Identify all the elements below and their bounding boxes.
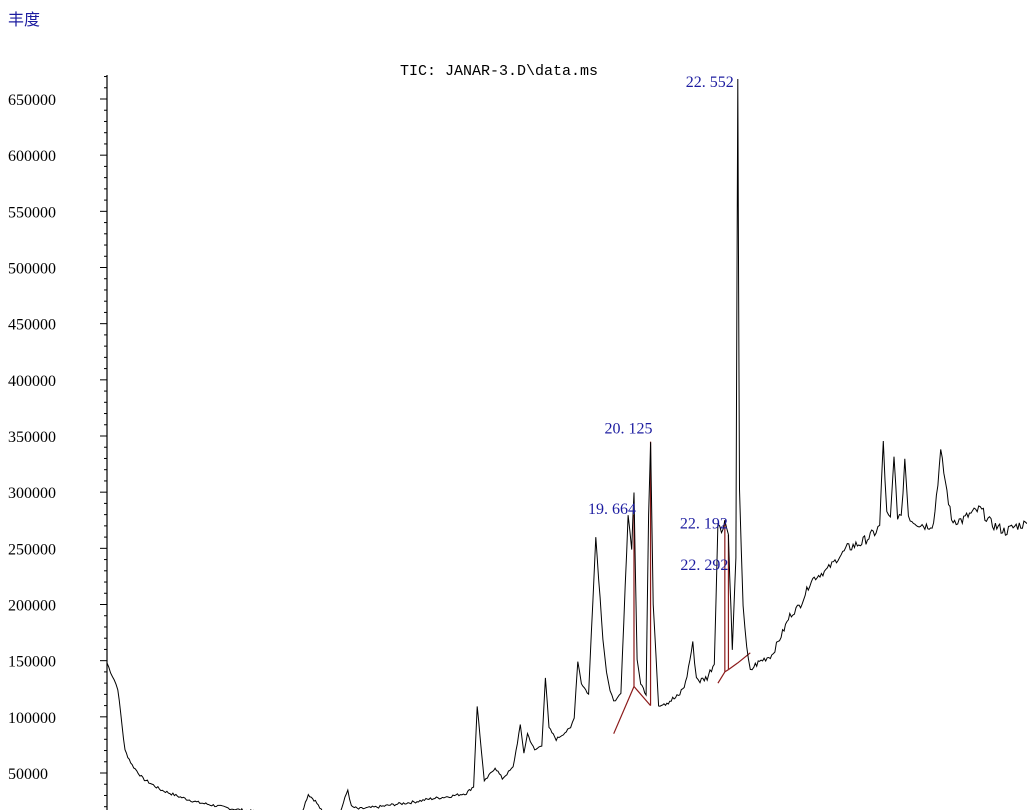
y-tick-label: 350000: [8, 429, 56, 446]
y-tick-label: 400000: [8, 373, 56, 390]
y-axis: 50000 100000 150000 200000 250000 300000 35000…: [8, 75, 108, 810]
tic-series-line: [106, 78, 1027, 810]
y-tick-label: 500000: [8, 261, 56, 278]
peak-label: 22. 552: [686, 74, 734, 91]
baseline-segment: [633, 686, 652, 706]
peak-label: 22. 192: [680, 515, 728, 532]
y-tick-label: 200000: [8, 598, 56, 615]
peak-label: 22. 292: [680, 557, 728, 574]
y-tick-label: 600000: [8, 148, 56, 165]
y-tick-label: 250000: [8, 541, 56, 558]
y-tick-label: 100000: [8, 710, 56, 727]
peak-label: 20. 125: [605, 421, 653, 438]
y-tick-label: 150000: [8, 654, 56, 671]
baseline-segment: [728, 662, 739, 671]
y-tick-label: 550000: [8, 204, 56, 221]
baseline-segment: [613, 686, 635, 734]
chart-title: TIC: JANAR-3.D\data.ms: [400, 63, 598, 80]
baseline-segment: [717, 671, 726, 684]
peak-label: 19. 664: [588, 501, 636, 518]
y-tick-label: 50000: [8, 766, 48, 783]
y-tick-label: 450000: [8, 317, 56, 334]
series-group: [106, 78, 1027, 810]
y-tick-label: 300000: [8, 485, 56, 502]
peak-labels: 20. 125 19. 664 22. 192 22. 292 22. 552: [588, 74, 734, 574]
y-axis-label: 丰度: [8, 10, 40, 29]
y-tick-label: 650000: [8, 92, 56, 109]
baseline-segment: [724, 669, 729, 673]
